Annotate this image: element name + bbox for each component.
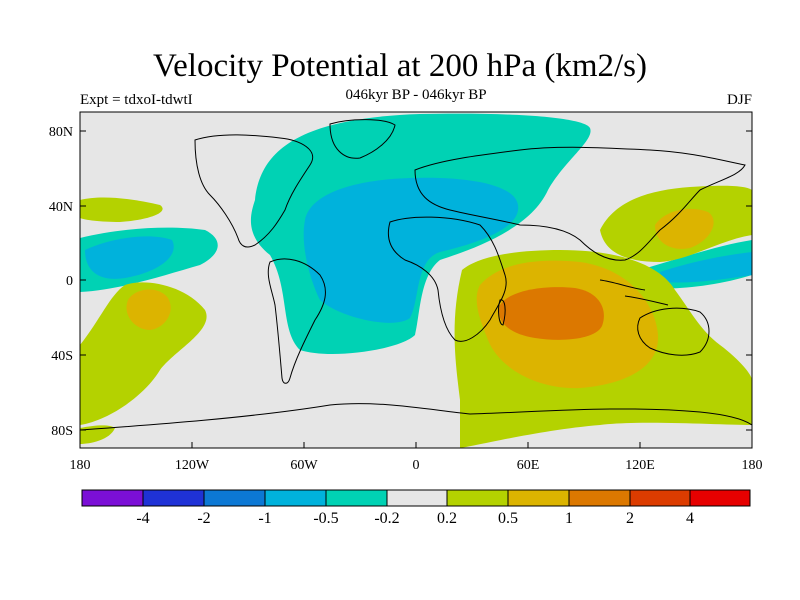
colorbar-label-3: -1 — [258, 510, 271, 527]
region-positive-low-pacific-north — [80, 197, 163, 222]
region-positive-mid-pacific — [126, 289, 171, 330]
lon-label-180e: 180 — [742, 458, 763, 473]
colorbar-label-5: -0.2 — [374, 510, 399, 527]
colorbar-box-10 — [629, 489, 691, 507]
colorbar-label-6: 0.2 — [437, 510, 457, 527]
colorbar-label-9: 2 — [626, 510, 634, 527]
lat-tick-marks — [80, 130, 752, 431]
region-negative-low-atlantic — [303, 177, 519, 323]
region-negative-low-pacific — [85, 236, 174, 279]
colorbar-label-10: 4 — [686, 510, 694, 527]
colorbar-label-8: 1 — [565, 510, 573, 527]
continent-outlines — [80, 119, 752, 431]
lat-label-40n: 40N — [49, 200, 73, 215]
colorbar-label-4: -0.5 — [313, 510, 338, 527]
colorbar-label-2: -2 — [197, 510, 210, 527]
lat-label-80s: 80S — [51, 424, 73, 439]
colorbar-box-6 — [386, 489, 448, 507]
colorbar-box-3 — [203, 489, 266, 507]
coastline-australia — [637, 307, 710, 356]
colorbar-box-4 — [264, 489, 327, 507]
lon-label-60e: 60E — [517, 458, 540, 473]
region-positive-high-indian — [499, 287, 604, 340]
lat-label-80n: 80N — [49, 125, 73, 140]
colorbar-labels: -4 -2 -1 -0.5 -0.2 0.2 0.5 1 2 4 — [136, 510, 694, 527]
lon-tick-marks — [79, 442, 753, 448]
lon-label-60w: 60W — [290, 458, 318, 473]
colorbar-box-2 — [142, 489, 205, 507]
region-positive-mid-asia — [655, 208, 714, 249]
coastline-greenland — [329, 119, 396, 159]
colorbar-box-5 — [325, 489, 388, 507]
lon-label-120w: 120W — [175, 458, 210, 473]
colorbar-box-8 — [507, 489, 570, 507]
map-plot-area — [80, 112, 752, 448]
colorbar-box-9 — [568, 489, 631, 507]
region-positive-low-pacific-south — [80, 282, 207, 425]
region-positive-low-southwest — [80, 425, 115, 444]
coastline-africa — [387, 216, 507, 342]
colorbar-box-1 — [81, 489, 144, 507]
coastline-eurasia — [414, 146, 746, 261]
coastline-north-america — [194, 134, 313, 248]
lon-label-0: 0 — [413, 458, 420, 473]
lon-label-180w: 180 — [70, 458, 91, 473]
colorbar-label-1: -4 — [136, 510, 149, 527]
coastline-antarctica — [80, 403, 752, 431]
coastline-indonesia — [599, 279, 669, 306]
colorbar-box-11 — [689, 489, 751, 507]
lon-label-120e: 120E — [625, 458, 655, 473]
coastline-south-america — [267, 258, 326, 384]
lat-label-40s: 40S — [51, 349, 73, 364]
colorbar-label-7: 0.5 — [498, 510, 518, 527]
lat-label-0: 0 — [66, 274, 73, 289]
colorbar-box-7 — [446, 489, 509, 507]
colorbar — [81, 489, 751, 507]
season-label: DJF — [726, 92, 752, 108]
map-title: Velocity Potential at 200 hPa (km2/s) — [152, 48, 648, 84]
period-label: 046kyr BP - 046kyr BP — [345, 87, 487, 103]
region-negative-low-east — [660, 252, 752, 283]
experiment-label: Expt = tdxoI-tdwtI — [80, 92, 193, 108]
coastline-madagascar — [498, 299, 506, 326]
